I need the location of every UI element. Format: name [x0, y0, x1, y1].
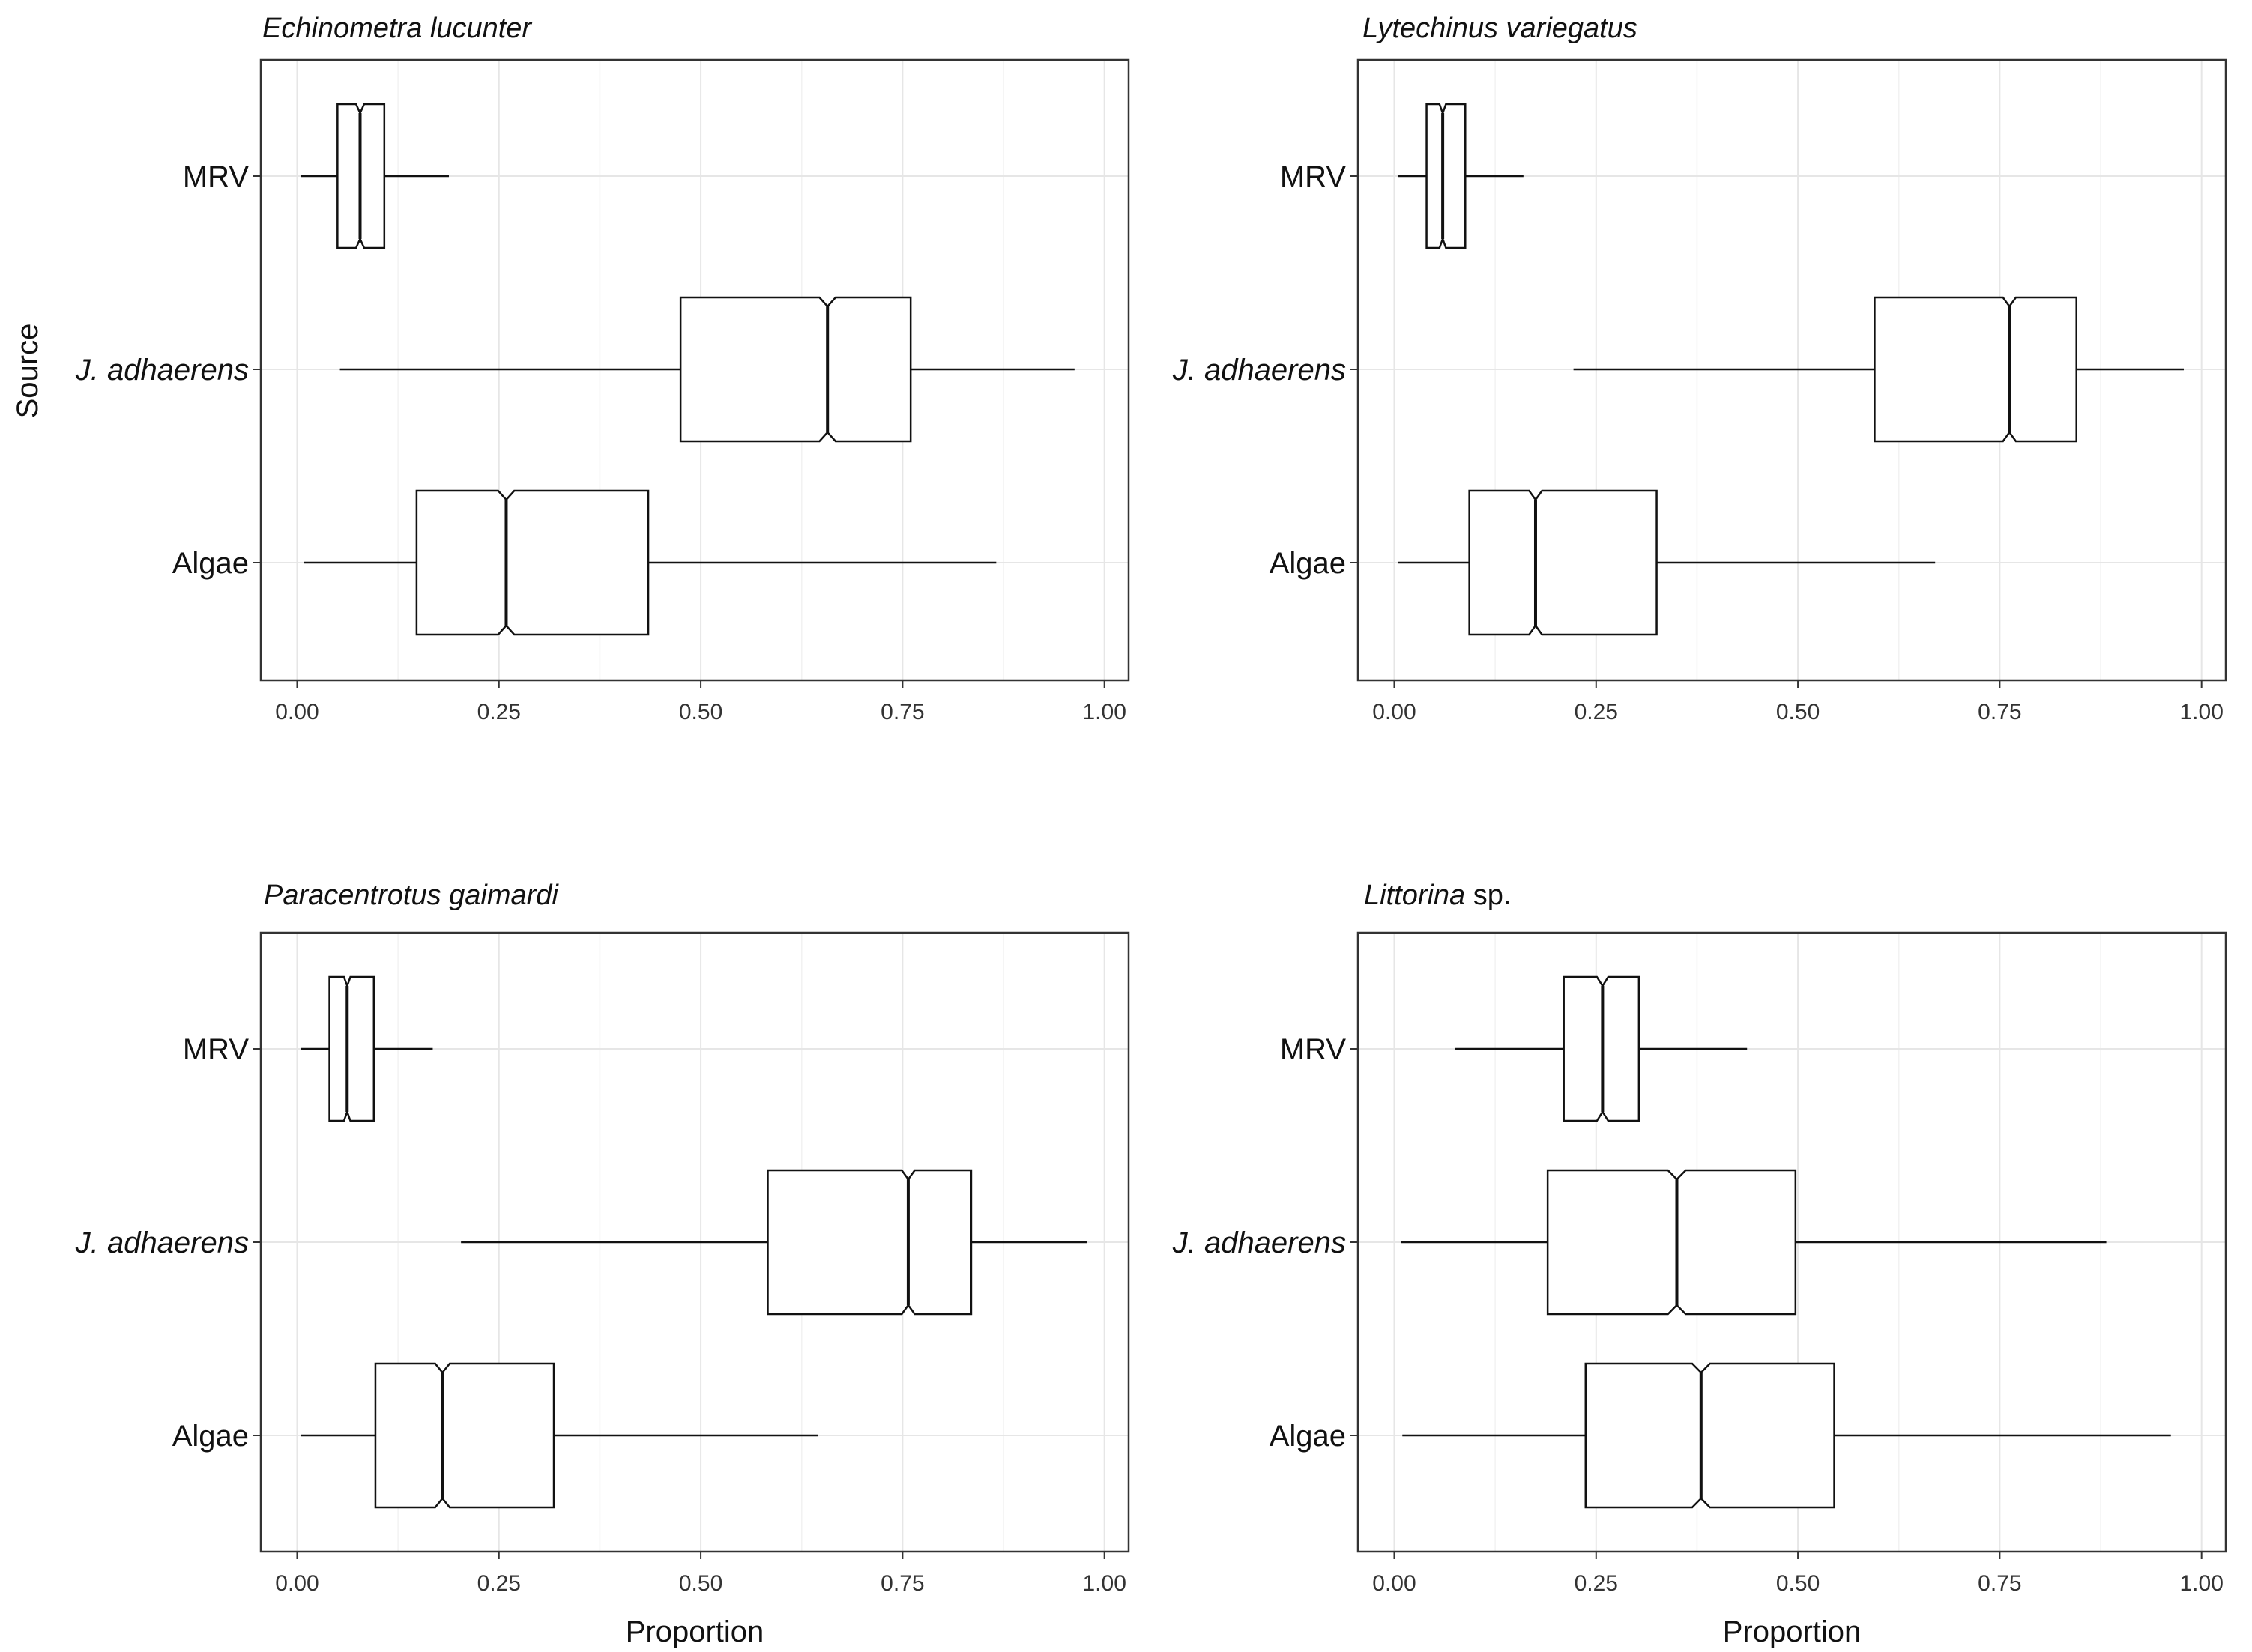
category-label: MRV	[183, 160, 249, 193]
box-mrv	[301, 103, 449, 249]
category-label: J. adhaerens	[1172, 1226, 1346, 1259]
category-label: Algae	[1270, 1420, 1346, 1453]
category-label: MRV	[183, 1033, 249, 1066]
notched-box	[1425, 103, 1467, 249]
x-tick-label: 0.00	[1372, 700, 1416, 724]
panel-4: MRV J. adhaerens Algae 0.00 0.25 0.50 0.75 1.00…	[1172, 880, 2227, 1648]
notched-box	[767, 1169, 973, 1316]
box-j-adhaerens	[1401, 1169, 2107, 1316]
x-tick-label: 0.25	[477, 700, 521, 724]
x-axis-title: Proportion	[626, 1615, 764, 1648]
panel-title: Lytechinus variegatus	[1362, 13, 1637, 44]
notched-box	[1584, 1362, 1835, 1509]
x-tick-label: 1.00	[1082, 700, 1126, 724]
box-mrv	[301, 975, 433, 1122]
panel-3: MRV J. adhaerens Algae 0.00 0.25 0.50 0.75 1.00…	[75, 880, 1130, 1648]
panel-title: Echinometra lucunter	[262, 13, 532, 44]
x-tick-label: 0.75	[881, 700, 924, 724]
x-tick-label: 0.25	[1575, 700, 1618, 724]
box-j-adhaerens	[1573, 296, 2184, 443]
x-tick-label: 0.50	[1776, 1571, 1820, 1596]
category-label: Algae	[172, 1420, 249, 1453]
box-j-adhaerens	[339, 296, 1075, 443]
category-label: J. adhaerens	[75, 354, 249, 387]
box-mrv	[1398, 103, 1524, 249]
x-axis-title: Proportion	[1723, 1615, 1862, 1648]
box-algae	[1398, 489, 1936, 636]
notched-box	[679, 296, 912, 443]
x-tick-label: 0.75	[881, 1571, 924, 1596]
notched-box	[328, 975, 375, 1122]
x-tick-label: 0.75	[1978, 700, 2021, 724]
x-tick-label: 1.00	[1082, 1571, 1126, 1596]
x-tick-label: 0.50	[679, 700, 722, 724]
category-label: J. adhaerens	[1172, 354, 1346, 387]
notched-box	[1546, 1169, 1797, 1316]
category-label: MRV	[1280, 1033, 1346, 1066]
notched-box	[1874, 296, 2077, 443]
x-tick-label: 0.00	[1372, 1571, 1416, 1596]
x-tick-label: 0.00	[275, 1571, 319, 1596]
x-tick-label: 0.50	[679, 1571, 722, 1596]
category-label: MRV	[1280, 160, 1346, 193]
x-tick-label: 0.00	[275, 700, 319, 724]
x-tick-label: 0.25	[477, 1571, 521, 1596]
box-algae	[1402, 1362, 2171, 1509]
x-tick-label: 1.00	[2179, 1571, 2223, 1596]
panel-title: Littorina sp.	[1364, 880, 1511, 911]
notched-box	[415, 489, 650, 636]
category-label: Algae	[172, 547, 249, 580]
x-tick-label: 0.25	[1575, 1571, 1618, 1596]
notched-box	[374, 1362, 555, 1509]
x-tick-label: 1.00	[2179, 700, 2223, 724]
box-mrv	[1455, 975, 1748, 1122]
box-j-adhaerens	[461, 1169, 1087, 1316]
box-algae	[304, 489, 997, 636]
panel-1: MRV J. adhaerens Algae 0.00 0.25 0.50 0.75 1.00…	[11, 13, 1130, 724]
panel-2: MRV J. adhaerens Algae 0.00 0.25 0.50 0.75 1.00…	[1172, 13, 2227, 724]
x-tick-label: 0.50	[1776, 700, 1820, 724]
panel-title: Paracentrotus gaimardi	[264, 880, 559, 911]
y-axis-title: Source	[11, 324, 44, 419]
category-label: Algae	[1270, 547, 1346, 580]
box-algae	[301, 1362, 818, 1509]
notched-box	[1468, 489, 1658, 636]
x-tick-label: 0.75	[1978, 1571, 2021, 1596]
category-label: J. adhaerens	[75, 1226, 249, 1259]
